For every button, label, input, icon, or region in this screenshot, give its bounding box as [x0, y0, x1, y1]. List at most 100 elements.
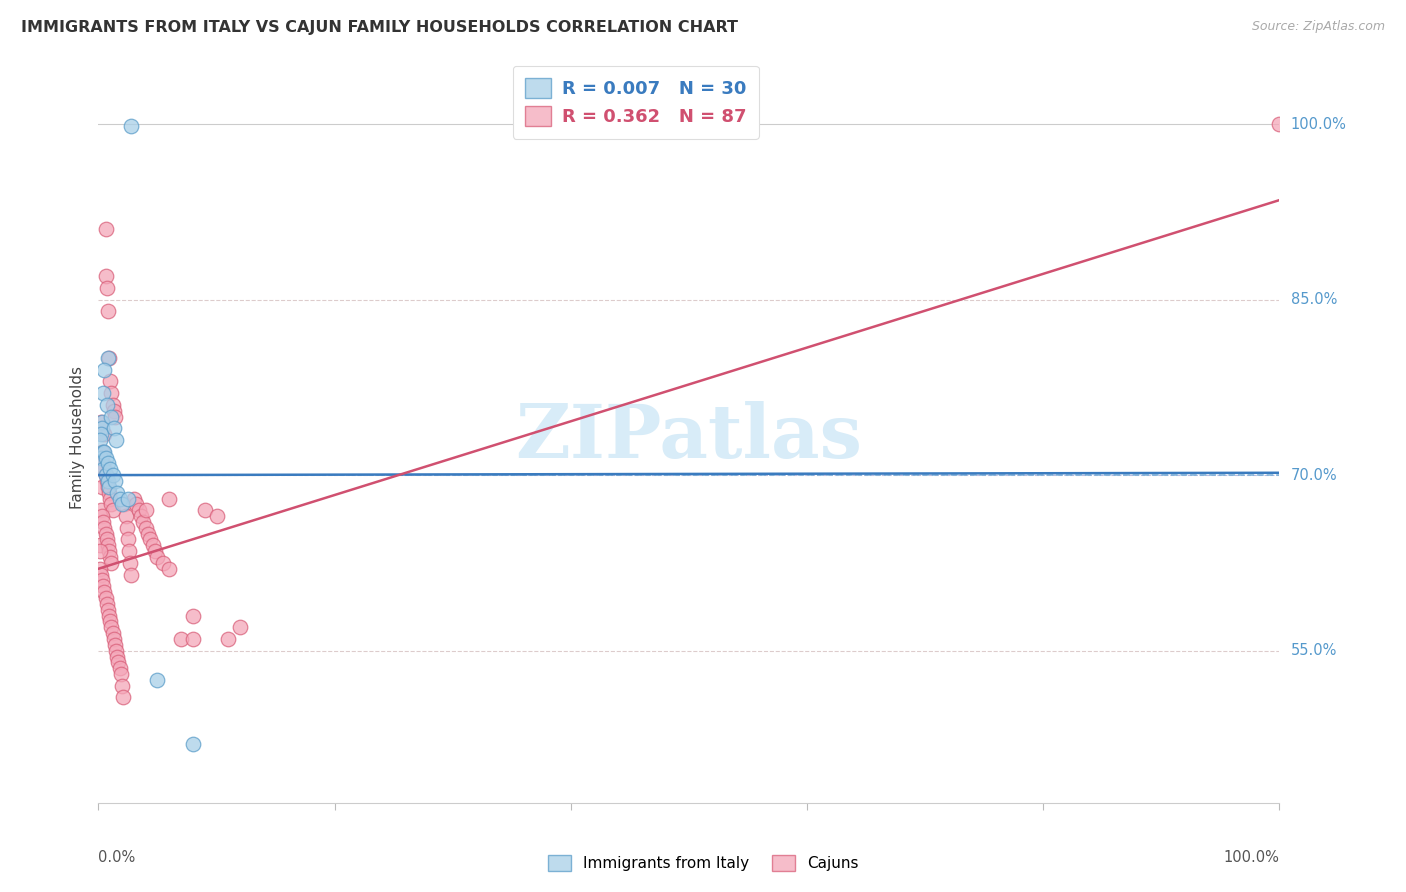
Point [91, 462, 114, 476]
Point [104, 474, 127, 488]
Point [103, 403, 125, 417]
Point [146, 673, 169, 687]
Point [97, 351, 120, 365]
Point [108, 661, 131, 675]
Point [91, 579, 114, 593]
Point [93, 585, 115, 599]
Point [94, 468, 117, 483]
Point [110, 667, 132, 681]
Point [98, 491, 121, 506]
Point [205, 509, 228, 524]
Point [94, 526, 117, 541]
Point [90, 450, 112, 465]
Point [117, 533, 139, 547]
Point [132, 515, 155, 529]
Point [136, 526, 159, 541]
Point [98, 485, 121, 500]
Point [107, 656, 129, 670]
Text: 55.0%: 55.0% [1291, 643, 1337, 658]
Point [94, 222, 117, 236]
Point [105, 643, 128, 657]
Text: Source: ZipAtlas.com: Source: ZipAtlas.com [1251, 20, 1385, 33]
Point [98, 544, 121, 558]
Point [94, 468, 117, 483]
Point [97, 474, 120, 488]
Point [90, 427, 112, 442]
Point [98, 549, 121, 564]
Point [100, 409, 122, 424]
Point [97, 304, 120, 318]
Text: 70.0%: 70.0% [1291, 467, 1337, 483]
Point [98, 615, 121, 629]
Point [117, 491, 139, 506]
Point [100, 386, 122, 401]
Point [91, 574, 114, 588]
Point [98, 462, 121, 476]
Point [91, 457, 114, 471]
Point [93, 462, 115, 476]
Point [118, 544, 141, 558]
Point [97, 538, 120, 552]
Point [90, 567, 112, 582]
Point [108, 491, 131, 506]
Point [91, 444, 114, 458]
Point [115, 521, 138, 535]
Point [93, 363, 115, 377]
Point [97, 480, 120, 494]
Point [181, 737, 204, 751]
Point [98, 375, 121, 389]
Point [181, 632, 204, 646]
Point [121, 120, 143, 134]
Point [112, 497, 135, 511]
Point [143, 544, 166, 558]
Point [146, 549, 169, 564]
Point [91, 480, 114, 494]
Point [105, 433, 128, 447]
Point [89, 562, 111, 576]
Point [89, 538, 111, 552]
Text: ZIPatlas: ZIPatlas [516, 401, 862, 474]
Text: 85.0%: 85.0% [1291, 292, 1337, 307]
Point [90, 416, 112, 430]
Point [101, 503, 124, 517]
Point [90, 503, 112, 517]
Point [91, 421, 114, 435]
Point [91, 444, 114, 458]
Point [103, 632, 125, 646]
Point [93, 427, 115, 442]
Text: 0.0%: 0.0% [98, 850, 135, 865]
Point [104, 638, 127, 652]
Point [101, 398, 124, 412]
Y-axis label: Family Households: Family Households [69, 366, 84, 508]
Point [94, 269, 117, 284]
Point [111, 497, 134, 511]
Point [97, 603, 120, 617]
Point [104, 409, 127, 424]
Point [93, 444, 115, 458]
Point [96, 597, 118, 611]
Point [194, 503, 217, 517]
Legend: R = 0.007   N = 30, R = 0.362   N = 87: R = 0.007 N = 30, R = 0.362 N = 87 [513, 66, 759, 139]
Point [170, 632, 193, 646]
Point [101, 468, 124, 483]
Point [91, 509, 114, 524]
Point [1268, 117, 1291, 131]
Point [96, 398, 118, 412]
Point [96, 533, 118, 547]
Point [139, 533, 162, 547]
Point [101, 626, 124, 640]
Point [94, 591, 117, 605]
Point [89, 544, 111, 558]
Point [229, 620, 252, 634]
Point [103, 421, 125, 435]
Point [91, 515, 114, 529]
Point [96, 474, 118, 488]
Point [114, 509, 136, 524]
Point [98, 480, 121, 494]
Point [135, 521, 157, 535]
Text: 100.0%: 100.0% [1223, 850, 1279, 865]
Point [181, 608, 204, 623]
Point [97, 457, 120, 471]
Point [93, 521, 115, 535]
Point [152, 556, 174, 570]
